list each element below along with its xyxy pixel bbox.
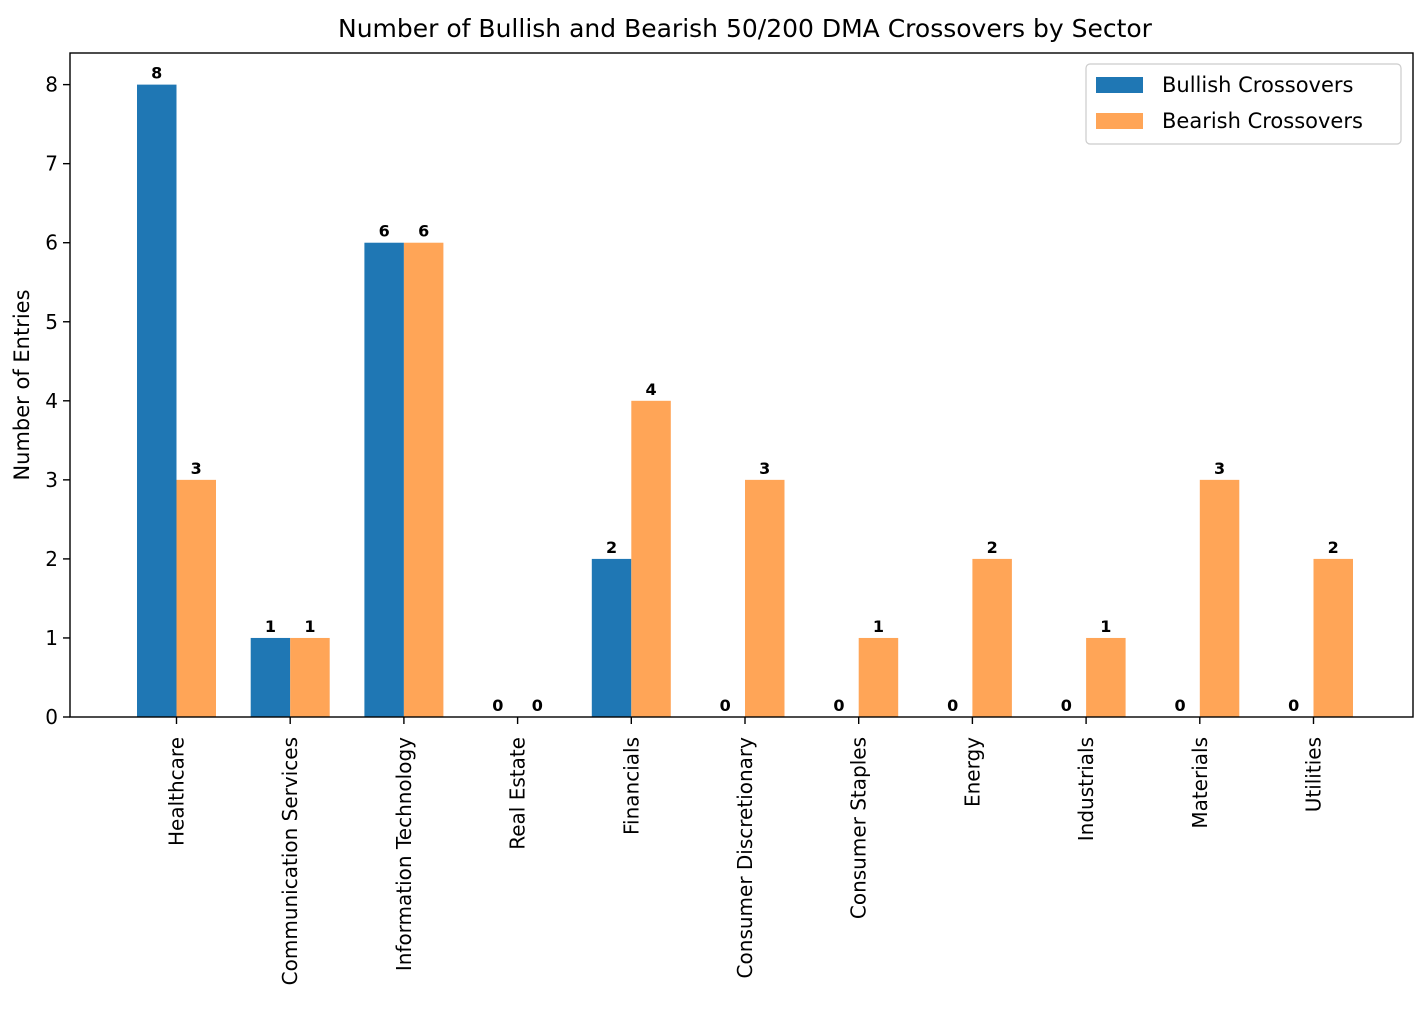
y-tick-label-7: 7 <box>45 152 58 176</box>
data-label-bullish-2: 6 <box>379 222 390 241</box>
x-tick-label-5: Consumer Discretionary <box>733 737 757 979</box>
x-tick-label-9: Materials <box>1188 737 1212 829</box>
data-label-bullish-4: 2 <box>606 538 617 557</box>
legend-label-0: Bullish Crossovers <box>1162 73 1353 97</box>
data-label-bullish-7: 0 <box>947 696 958 715</box>
legend-label-1: Bearish Crossovers <box>1162 109 1363 133</box>
x-tick-label-6: Consumer Staples <box>847 737 871 919</box>
x-tick-label-2: Information Technology <box>392 737 416 971</box>
legend-swatch-0 <box>1096 77 1143 93</box>
bars-layer <box>137 84 1353 718</box>
y-axis: 0 1 2 3 4 5 6 7 8 <box>45 73 70 729</box>
chart-title: Number of Bullish and Bearish 50/200 DMA… <box>338 14 1153 43</box>
bar-bearish-0 <box>176 479 216 717</box>
x-tick-label-7: Energy <box>960 737 984 807</box>
x-tick-label-0: Healthcare <box>165 737 189 846</box>
legend-box <box>1085 63 1402 145</box>
x-tick-label-4: Financials <box>619 737 643 835</box>
y-tick-label-8: 8 <box>45 73 58 97</box>
bar-bullish-4 <box>591 558 632 717</box>
bar-bearish-7 <box>972 558 1012 717</box>
legend: Bullish Crossovers Bearish Crossovers <box>1085 63 1402 145</box>
data-label-bearish-4: 4 <box>645 380 656 399</box>
data-label-bearish-2: 6 <box>418 222 429 241</box>
bar-bearish-10 <box>1313 558 1353 717</box>
bar-bullish-2 <box>364 242 404 717</box>
x-tick-label-3: Real Estate <box>506 737 530 850</box>
x-axis: Healthcare Communication Services Informat… <box>165 717 1326 985</box>
data-label-bearish-3: 0 <box>532 696 543 715</box>
data-label-bullish-0: 8 <box>151 64 162 83</box>
data-label-bearish-9: 3 <box>1214 459 1225 478</box>
bar-bullish-1 <box>250 637 291 717</box>
x-tick-label-1: Communication Services <box>278 737 302 985</box>
y-tick-label-5: 5 <box>45 310 58 334</box>
bar-bearish-9 <box>1199 479 1240 717</box>
bar-bearish-8 <box>1086 637 1126 717</box>
data-label-bearish-8: 1 <box>1100 617 1111 636</box>
data-label-bearish-5: 3 <box>759 459 770 478</box>
y-tick-label-6: 6 <box>45 231 58 255</box>
data-label-bearish-10: 2 <box>1328 538 1339 557</box>
bar-bearish-4 <box>631 400 671 717</box>
y-tick-label-0: 0 <box>45 705 58 729</box>
bar-bearish-1 <box>290 637 330 717</box>
data-labels-layer: 8 1 6 0 2 0 0 0 0 0 0 3 1 6 0 4 3 1 2 1 3 2 <box>151 64 1339 715</box>
y-tick-label-2: 2 <box>45 547 58 571</box>
y-tick-label-3: 3 <box>45 468 58 492</box>
data-label-bullish-9: 0 <box>1174 696 1185 715</box>
y-axis-label: Number of Entries <box>10 289 34 480</box>
bar-bearish-2 <box>403 242 444 717</box>
legend-swatch-1 <box>1096 113 1143 129</box>
data-label-bearish-0: 3 <box>191 459 202 478</box>
plot-frame <box>69 52 1414 718</box>
data-label-bearish-7: 2 <box>987 538 998 557</box>
data-label-bullish-6: 0 <box>833 696 844 715</box>
x-tick-label-8: Industrials <box>1074 737 1098 841</box>
bar-bearish-6 <box>858 637 899 717</box>
data-label-bearish-1: 1 <box>304 617 315 636</box>
y-tick-label-1: 1 <box>45 626 58 650</box>
data-label-bullish-5: 0 <box>720 696 731 715</box>
bar-bearish-5 <box>745 479 785 717</box>
data-label-bullish-3: 0 <box>492 696 503 715</box>
data-label-bullish-10: 0 <box>1288 696 1299 715</box>
data-label-bullish-1: 1 <box>265 617 276 636</box>
y-tick-label-4: 4 <box>45 389 58 413</box>
bar-bullish-0 <box>137 84 177 718</box>
data-label-bearish-6: 1 <box>873 617 884 636</box>
data-label-bullish-8: 0 <box>1061 696 1072 715</box>
x-tick-label-10: Utilities <box>1302 737 1326 812</box>
